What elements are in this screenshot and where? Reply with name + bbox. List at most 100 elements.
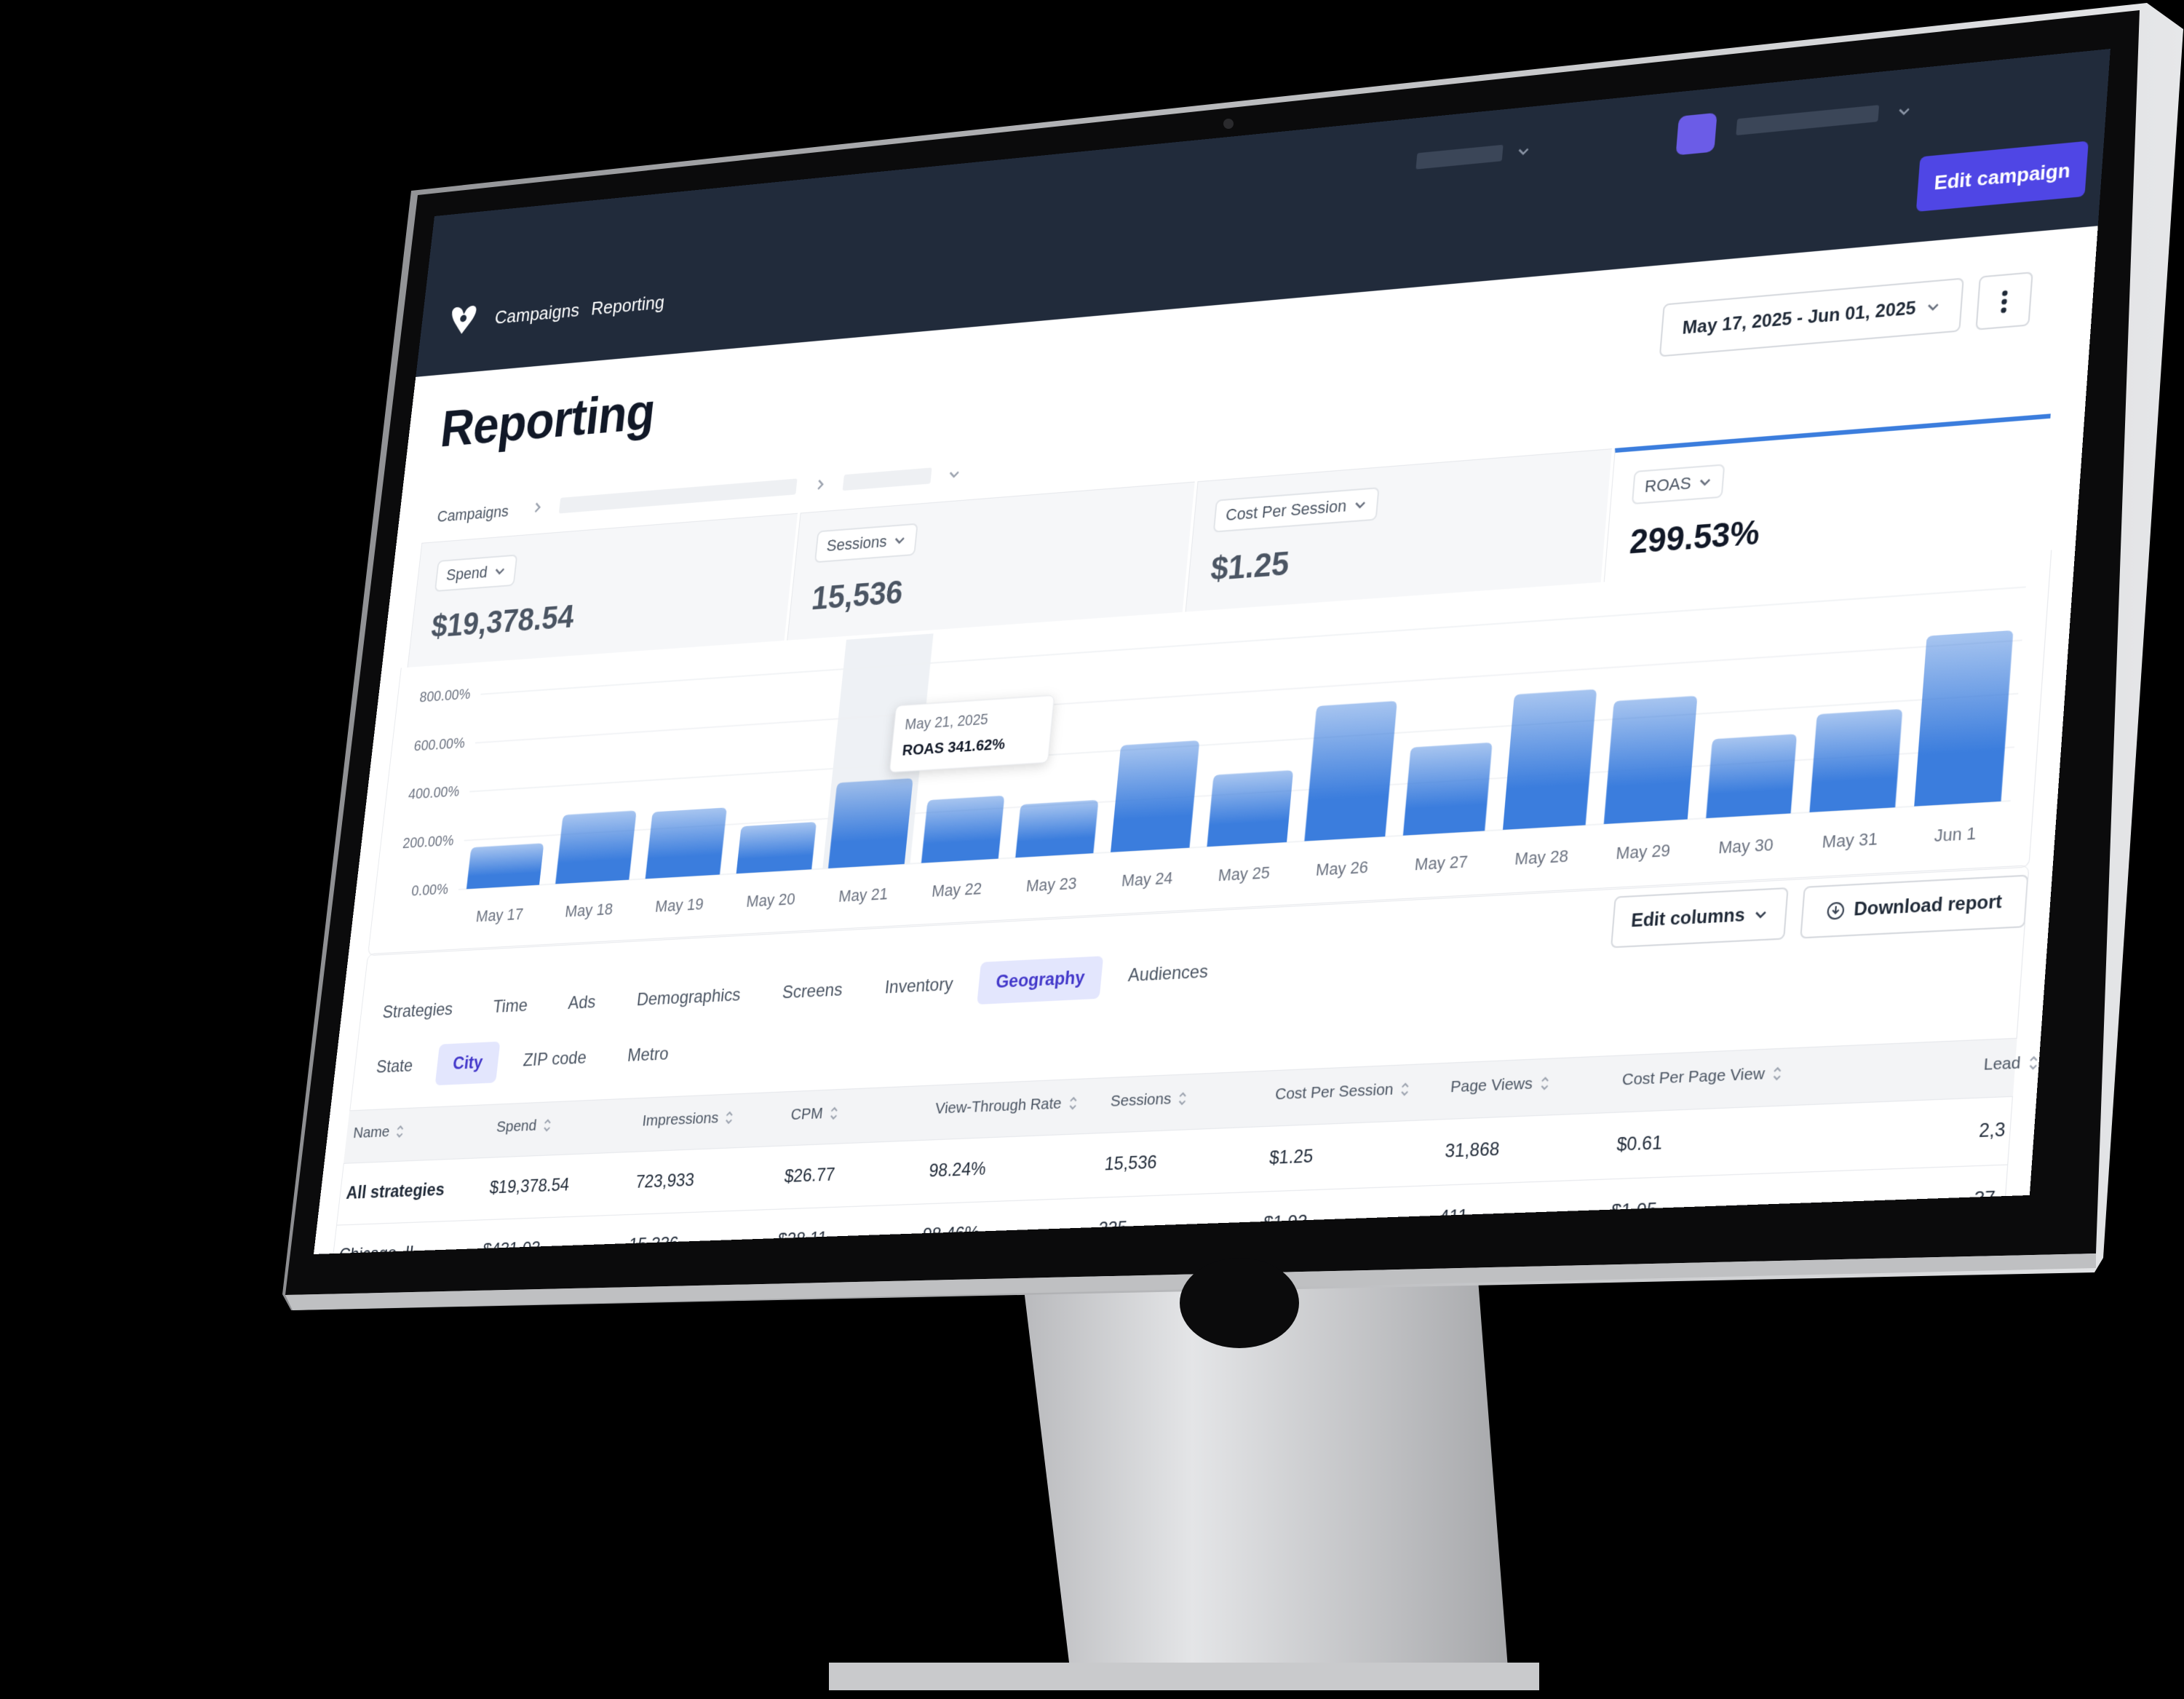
tab[interactable]: Demographics	[619, 973, 759, 1021]
sort-down	[1774, 1076, 1780, 1080]
icon	[1178, 1090, 1188, 1106]
x-tick-label: May 24	[1121, 869, 1173, 890]
metric-selector[interactable]: Cost Per Session	[1213, 487, 1380, 533]
x-tick-label: May 21	[838, 885, 889, 906]
icon	[1698, 477, 1712, 487]
bar	[736, 822, 817, 874]
bar	[555, 810, 637, 884]
x-tick-label: May 19	[654, 895, 704, 916]
camera	[1223, 119, 1234, 129]
table-cell: 2,3	[1978, 1119, 2006, 1143]
subtab[interactable]: State	[359, 1045, 431, 1089]
tooltip-box	[889, 695, 1055, 772]
chevron	[895, 538, 904, 543]
sort-down	[2030, 1065, 2036, 1069]
icon	[1353, 500, 1367, 510]
table-cell: 15,536	[1103, 1152, 1158, 1175]
column-header[interactable]: CPM	[790, 1104, 838, 1125]
column-title: Name	[352, 1123, 391, 1142]
grid-line	[475, 641, 2022, 743]
chevron	[1519, 149, 1528, 154]
x-tick-label: May 25	[1218, 863, 1271, 884]
icon	[948, 470, 961, 479]
chevron	[1899, 108, 1909, 114]
tab[interactable]: Strategies	[365, 989, 470, 1034]
bar	[1111, 740, 1199, 852]
tab[interactable]: Time	[475, 984, 546, 1029]
table-cell: 723,933	[635, 1170, 695, 1193]
sort-up	[1071, 1098, 1076, 1101]
subtab[interactable]: ZIP code	[505, 1037, 605, 1082]
table-cell: $26.77	[783, 1165, 835, 1188]
tab[interactable]: Ads	[550, 981, 613, 1026]
bar	[828, 778, 913, 868]
tab[interactable]: Audiences	[1109, 950, 1227, 999]
icon	[1998, 289, 2010, 316]
column-title: Spend	[496, 1117, 538, 1136]
y-tick-label: 600.00%	[413, 734, 466, 753]
metric-selector[interactable]: ROAS	[1632, 464, 1726, 504]
metric-value: $1.25	[1209, 545, 1290, 588]
icon	[1897, 106, 1912, 116]
icon	[542, 1118, 552, 1133]
x-tick-label: May 29	[1616, 841, 1671, 863]
date-range-text: May 17, 2025 - Jun 01, 2025	[1682, 298, 1917, 339]
metric-selector[interactable]: Sessions	[814, 523, 918, 563]
icon	[445, 301, 481, 339]
table-cell: 31,868	[1444, 1138, 1500, 1163]
column-title: Page Views	[1450, 1074, 1533, 1097]
table-cell: $0.61	[1616, 1133, 1663, 1157]
tab[interactable]: Geography	[977, 956, 1104, 1005]
column-header[interactable]: Spend	[496, 1117, 552, 1137]
sort-down	[1070, 1106, 1076, 1109]
bar	[1207, 770, 1293, 847]
screen: Campaigns Reporting Edit campaign Reporting…	[314, 49, 2110, 1254]
dot	[2001, 298, 2007, 304]
chevron	[1929, 304, 1938, 309]
x-tick-label: May 27	[1414, 852, 1469, 874]
icon	[2028, 1055, 2038, 1072]
icon	[829, 1106, 838, 1121]
icon	[1771, 1066, 1782, 1082]
table-cell: 98.24%	[928, 1159, 987, 1182]
menu-button[interactable]	[1975, 272, 2033, 330]
y-tick-label: 200.00%	[402, 832, 454, 851]
chevron	[950, 472, 958, 477]
column-header[interactable]: Sessions	[1110, 1089, 1188, 1111]
bar	[1015, 800, 1098, 858]
date-range[interactable]: May 17, 2025 - Jun 01, 2025	[1659, 277, 1964, 357]
chevron	[1356, 502, 1365, 507]
x-tick-label: May 17	[475, 906, 524, 926]
avatar[interactable]	[1676, 113, 1718, 156]
metric-selector[interactable]: Spend	[434, 555, 517, 593]
sort-down	[1402, 1092, 1407, 1096]
icon	[533, 501, 542, 515]
x-tick-label: May 31	[1822, 830, 1878, 852]
sort-up	[1774, 1068, 1781, 1072]
placeholder	[559, 478, 798, 513]
tab[interactable]: Inventory	[866, 963, 972, 1010]
chevron	[1701, 480, 1710, 485]
page-title: Reporting	[437, 382, 657, 459]
subtab[interactable]: Metro	[609, 1033, 687, 1078]
metric-label: Sessions	[826, 532, 888, 555]
bar	[466, 843, 544, 889]
chevron-right	[535, 503, 540, 512]
dot	[2002, 290, 2008, 296]
table-cell: $19,378.54	[488, 1175, 570, 1199]
icon	[1400, 1081, 1410, 1097]
column-header[interactable]: Lead	[1983, 1053, 2038, 1075]
sort-down	[1541, 1086, 1548, 1090]
sort-down	[726, 1120, 732, 1122]
column-header[interactable]: Name	[352, 1122, 405, 1142]
tab[interactable]: Screens	[764, 968, 861, 1015]
y-tick-label: 400.00%	[408, 783, 460, 802]
sort-up	[544, 1120, 550, 1123]
breadcrumb-link[interactable]: Campaigns	[436, 502, 509, 526]
bar	[1304, 701, 1397, 841]
chevron	[496, 569, 504, 574]
stand-base	[829, 1663, 1539, 1690]
stand-hole	[1180, 1258, 1299, 1348]
subtab[interactable]: City	[435, 1042, 501, 1085]
icon	[1539, 1075, 1549, 1091]
